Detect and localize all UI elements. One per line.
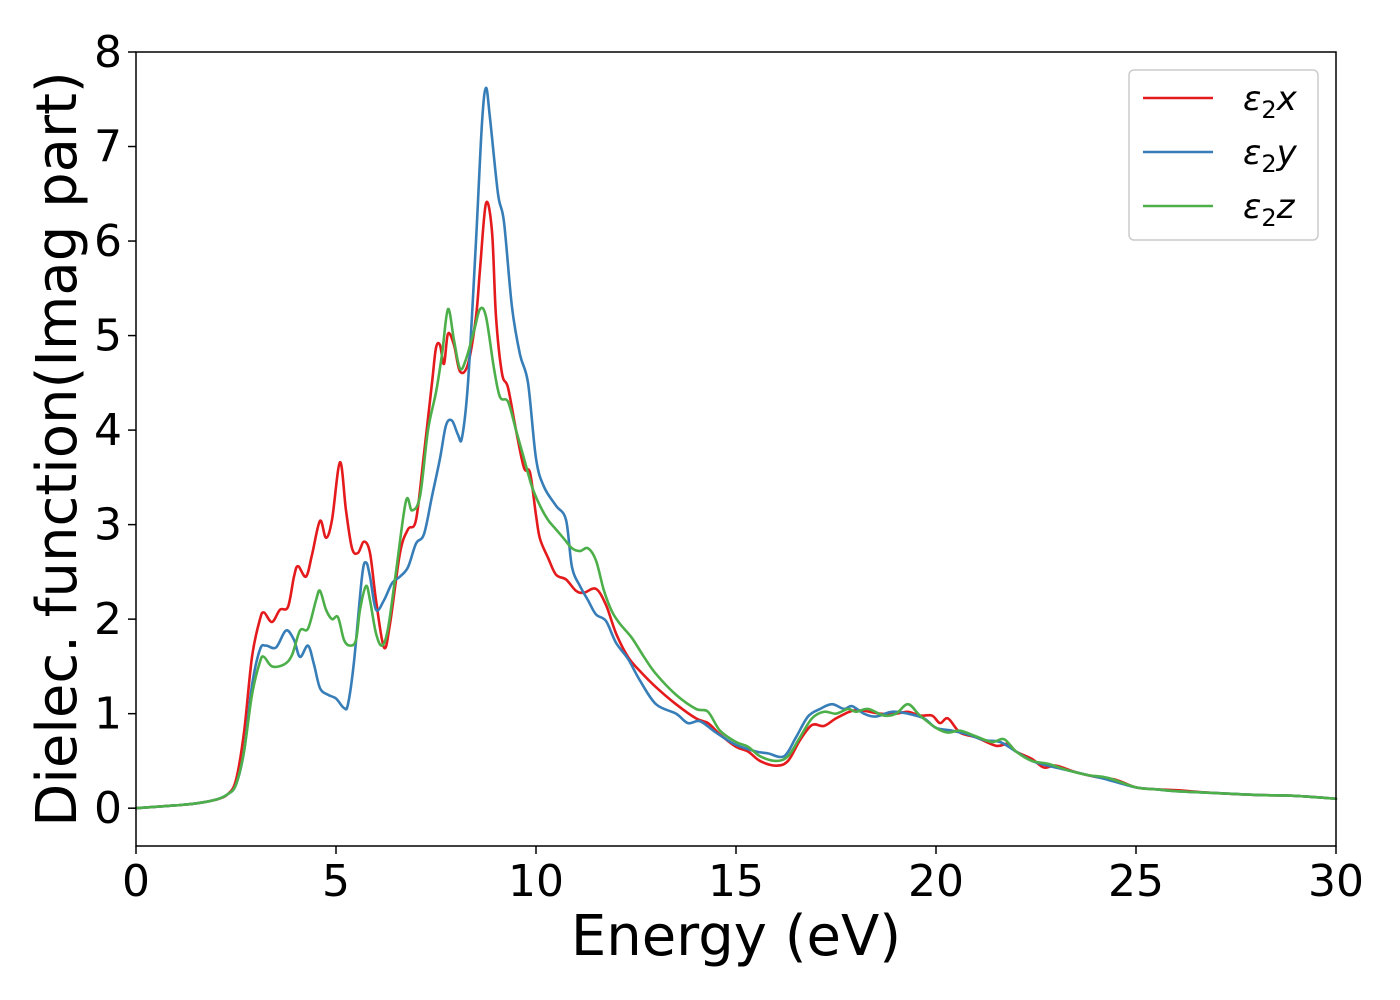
- lines-layer: [134, 86, 1338, 810]
- y-tick-label: 1: [94, 689, 122, 740]
- x-tick-label: 5: [322, 856, 350, 907]
- legend: ε2x ε2y ε2z: [1128, 69, 1319, 241]
- x-tick-label: 0: [122, 856, 150, 907]
- x-tick-label: 15: [708, 856, 764, 907]
- x-tick-label: 20: [908, 856, 964, 907]
- y-tick-label: 6: [94, 216, 122, 267]
- y-tick-label: 3: [94, 500, 122, 551]
- y-tick-label: 0: [94, 783, 122, 834]
- x-tick-label: 25: [1108, 856, 1164, 907]
- legend-box: [1128, 69, 1319, 241]
- legend-label-y: ε2y: [1243, 133, 1298, 178]
- y-axis-title: Dielec. function(Imag part): [25, 71, 90, 827]
- x-axis-title: Energy (eV): [571, 904, 901, 969]
- x-tick-label: 10: [508, 856, 564, 907]
- y-tick-label: 5: [94, 311, 122, 362]
- y-tick-label: 4: [94, 405, 122, 456]
- legend-label-z: ε2z: [1243, 187, 1296, 232]
- y-tick-label: 8: [94, 27, 122, 78]
- x-axis: 0 5 10 15 20 25 30: [122, 846, 1364, 907]
- y-tick-label: 7: [94, 122, 122, 173]
- series-line-y: [134, 86, 1338, 810]
- series-line-z: [134, 306, 1338, 810]
- legend-label-x: ε2x: [1243, 79, 1298, 124]
- y-axis: 0 1 2 3 4 5 6 7 8: [94, 27, 136, 834]
- x-tick-label: 30: [1308, 856, 1364, 907]
- series-line-x: [134, 200, 1338, 810]
- y-tick-label: 2: [94, 594, 122, 645]
